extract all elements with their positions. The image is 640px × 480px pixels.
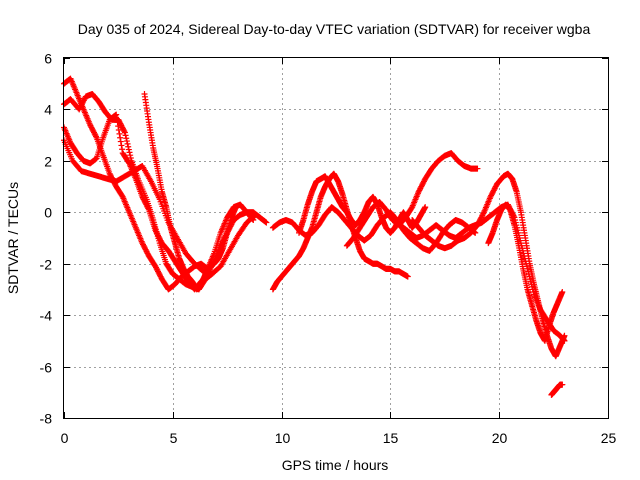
plot-frame (63, 57, 609, 419)
data-point (113, 115, 120, 122)
chart-title: Day 035 of 2024, Sidereal Day-to-day VTE… (78, 21, 591, 37)
data-point (115, 123, 122, 130)
data-point (559, 381, 566, 388)
x-tick-label: 0 (61, 430, 69, 446)
data-points (61, 75, 568, 398)
data-point (127, 152, 134, 159)
data-point (561, 332, 568, 339)
data-point (113, 111, 120, 118)
data-point (125, 143, 132, 150)
x-tick-label: 20 (492, 430, 508, 446)
data-point (115, 127, 122, 133)
series-track-11 (409, 170, 568, 360)
data-point (116, 130, 123, 137)
data-point (480, 210, 487, 217)
y-axis-label: SDTVAR / TECUs (5, 182, 21, 294)
series-track-4 (61, 137, 259, 277)
data-point (252, 211, 259, 218)
data-point (117, 138, 124, 145)
y-tick-label: -4 (40, 308, 53, 324)
data-point (263, 219, 270, 226)
series-track-5 (141, 91, 239, 293)
data-point (124, 140, 131, 147)
y-tick-label: 6 (44, 51, 52, 67)
data-point (126, 149, 133, 156)
data-point (232, 204, 239, 211)
series-track-6 (269, 170, 411, 293)
series-track-13 (548, 381, 566, 398)
data-point (123, 138, 130, 145)
data-point (125, 146, 132, 153)
y-tick-label: -2 (40, 257, 53, 273)
y-tick-label: 0 (44, 205, 52, 221)
data-point (122, 132, 129, 139)
data-point (559, 289, 566, 295)
y-tick-label: 2 (44, 154, 52, 170)
data-point (119, 146, 126, 153)
axis-ticks: 0 5 10 15 20 25 -8 -6 -4 -2 0 2 4 6 (40, 51, 617, 447)
series-track-8 (269, 204, 479, 254)
data-point (121, 129, 128, 136)
data-point (92, 133, 99, 140)
x-tick-label: 15 (383, 430, 399, 446)
data-point (404, 273, 411, 280)
y-tick-label: -6 (40, 360, 53, 376)
y-tick-label: 4 (44, 102, 52, 118)
data-point (145, 205, 152, 212)
y-tick-label: -8 (40, 411, 53, 427)
x-tick-label: 5 (170, 430, 178, 446)
data-point (474, 165, 481, 172)
data-point (114, 119, 121, 126)
data-point (251, 212, 258, 219)
x-tick-label: 25 (601, 430, 617, 446)
data-point (118, 142, 125, 149)
data-point (121, 128, 128, 135)
x-axis-label: GPS time / hours (282, 457, 389, 473)
data-point (117, 134, 124, 141)
series-track-12 (485, 201, 566, 344)
series-track-9 (343, 150, 481, 249)
data-point (422, 204, 429, 211)
x-tick-label: 10 (275, 430, 291, 446)
data-point (123, 135, 130, 142)
